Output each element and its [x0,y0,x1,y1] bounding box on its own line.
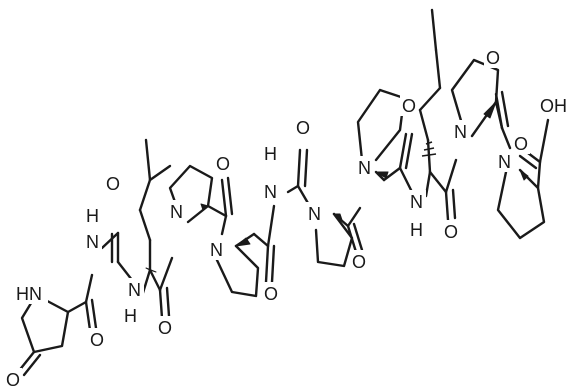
atom-label-leu-h: H [124,306,137,326]
atom-label-pro6-n: N [498,152,511,172]
atom-label-ile-o: O [444,222,458,242]
atom-label-pyroglu-carbonyl-o: O [90,330,104,350]
atom-label-pro5-o: O [486,48,500,68]
atom-label-pro5-n: N [454,122,467,142]
atom-labels: HN O O H N O N H O N O N O H N O N [4,46,568,390]
atom-label-pro3-o: O [352,252,366,272]
atom-label-acid-oh: OH [540,96,567,116]
atom-label-leu-n: N [128,280,141,300]
atom-label-leu-o: O [158,318,172,338]
atom-label-pro4-o: O [402,96,416,116]
atom-label-gly2-n: N [264,182,277,202]
atom-label-gly2-o: O [296,118,310,138]
atom-label-ile-h: H [410,220,423,240]
atom-label-pro1-o: O [216,154,230,174]
hashed-bond-ile [421,141,437,157]
bond-skeleton [16,8,550,377]
atom-label-pyroglu-ring-o: O [6,370,20,390]
atom-label-gly1-n: N [86,232,99,252]
atom-label-gly1-h: H [86,206,99,226]
atom-label-gly1-o: O [106,174,120,194]
atom-label-pro2-o: O [264,284,278,304]
atom-label-pro4-n: N [358,158,371,178]
atom-label-pyroglu-nh: HN [16,284,42,304]
atom-label-pro3-n: N [308,204,321,224]
atom-label-acid-o: O [514,134,528,154]
atom-label-pro1-n: N [170,202,183,222]
atom-label-gly2-h: H [264,144,277,164]
atom-label-ile-n: N [410,192,423,212]
atom-label-pro2-n: N [210,240,223,260]
stereo-bonds [145,101,529,273]
